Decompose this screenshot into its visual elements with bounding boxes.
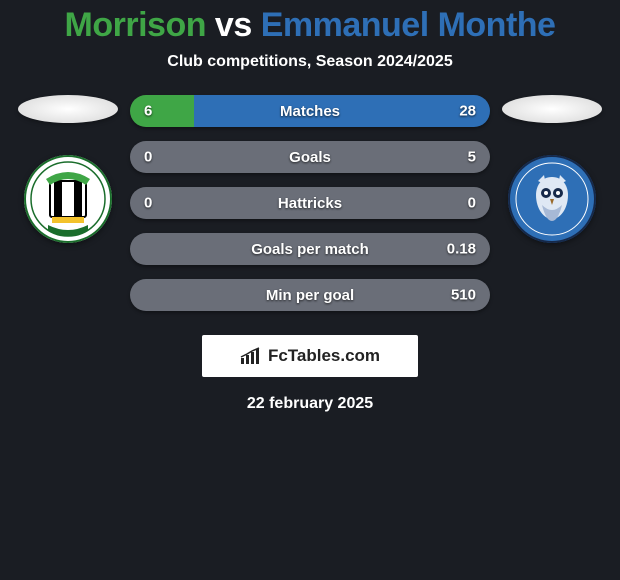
player2-crest [508, 155, 596, 243]
title-player1: Morrison [65, 6, 206, 44]
stat-rows: 6 Matches 28 0 Goals 5 0 Hattricks 0 Goals per ma… [130, 95, 490, 311]
chart-icon [240, 347, 262, 365]
stat-value-right: 0 [468, 195, 476, 212]
stat-label: Hattricks [278, 195, 342, 212]
stat-row: 0 Hattricks 0 [130, 187, 490, 219]
page-title: Morrison vs Emmanuel Monthe [0, 6, 620, 45]
stat-row: 0 Goals 5 [130, 141, 490, 173]
player1-crest [24, 155, 112, 243]
player2-photo-placeholder [502, 95, 602, 123]
stat-fill-right [194, 95, 490, 127]
stat-label: Goals per match [251, 241, 369, 258]
brand-text: FcTables.com [268, 346, 380, 366]
date-text: 22 february 2025 [0, 395, 620, 413]
stat-fill-left [130, 95, 194, 127]
stat-value-left: 0 [144, 195, 152, 212]
brand-badge: FcTables.com [202, 335, 418, 377]
left-side [18, 95, 118, 243]
crest-right-icon [508, 155, 596, 243]
infographic-root: Morrison vs Emmanuel Monthe Club competi… [0, 0, 620, 580]
crest-left-icon [24, 155, 112, 243]
stat-row: Min per goal 510 [130, 279, 490, 311]
stat-value-right: 510 [451, 287, 476, 304]
right-side [502, 95, 602, 243]
stat-value-right: 0.18 [447, 241, 476, 258]
stat-value-left: 0 [144, 149, 152, 166]
subtitle: Club competitions, Season 2024/2025 [0, 53, 620, 71]
title-player2: Emmanuel Monthe [261, 6, 556, 44]
stat-value-left: 6 [144, 103, 152, 120]
stat-row: 6 Matches 28 [130, 95, 490, 127]
stat-label: Matches [280, 103, 340, 120]
stat-row: Goals per match 0.18 [130, 233, 490, 265]
stat-value-right: 28 [459, 103, 476, 120]
stat-label: Goals [289, 149, 331, 166]
comparison-body: 6 Matches 28 0 Goals 5 0 Hattricks 0 Goals per ma… [0, 95, 620, 311]
stat-value-right: 5 [468, 149, 476, 166]
title-vs: vs [206, 6, 261, 44]
stat-label: Min per goal [266, 287, 354, 304]
player1-photo-placeholder [18, 95, 118, 123]
